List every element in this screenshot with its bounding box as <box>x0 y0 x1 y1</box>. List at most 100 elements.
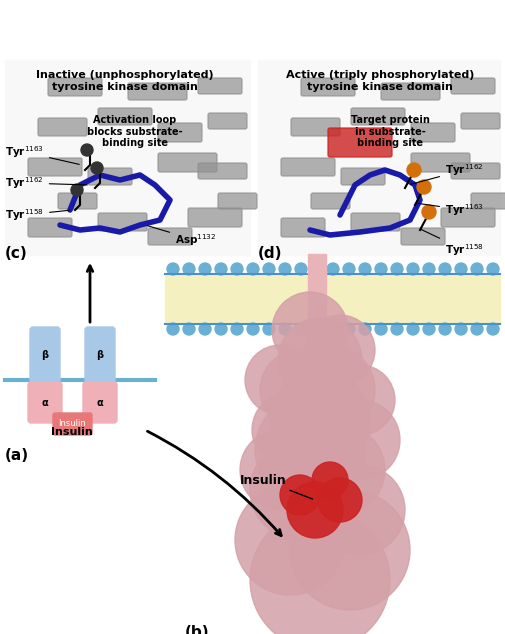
Circle shape <box>325 365 395 435</box>
Circle shape <box>285 345 375 435</box>
FancyBboxPatch shape <box>441 208 495 227</box>
Text: Active (triply phosphorylated)
tyrosine kinase domain: Active (triply phosphorylated) tyrosine … <box>286 70 474 93</box>
Bar <box>308 254 326 344</box>
Circle shape <box>91 162 103 174</box>
FancyBboxPatch shape <box>48 78 102 96</box>
Text: Inactive (unphosphorylated)
tyrosine kinase domain: Inactive (unphosphorylated) tyrosine kin… <box>36 70 214 93</box>
Circle shape <box>231 323 243 335</box>
Circle shape <box>439 263 451 275</box>
FancyBboxPatch shape <box>158 153 217 172</box>
Text: Tyr$^{1162}$: Tyr$^{1162}$ <box>411 162 484 184</box>
Circle shape <box>255 395 365 505</box>
Circle shape <box>231 263 243 275</box>
FancyBboxPatch shape <box>148 228 192 245</box>
Text: Activation loop
blocks substrate-
binding site: Activation loop blocks substrate- bindin… <box>87 115 183 148</box>
Circle shape <box>423 323 435 335</box>
Circle shape <box>471 263 483 275</box>
Circle shape <box>318 478 362 522</box>
Circle shape <box>167 323 179 335</box>
Text: Insulin: Insulin <box>51 427 93 437</box>
FancyBboxPatch shape <box>401 228 445 245</box>
Text: Tyr$^{1158}$: Tyr$^{1158}$ <box>5 207 69 223</box>
Circle shape <box>343 323 355 335</box>
Circle shape <box>215 263 227 275</box>
Text: Asp$^{1132}$: Asp$^{1132}$ <box>147 226 217 248</box>
Circle shape <box>305 315 375 385</box>
FancyBboxPatch shape <box>451 78 495 94</box>
Circle shape <box>245 345 315 415</box>
FancyBboxPatch shape <box>128 83 187 100</box>
FancyBboxPatch shape <box>198 163 247 179</box>
Circle shape <box>487 263 499 275</box>
FancyBboxPatch shape <box>471 193 505 209</box>
FancyBboxPatch shape <box>28 158 82 176</box>
Circle shape <box>375 263 387 275</box>
Circle shape <box>235 485 345 595</box>
Text: Tyr$^{1158}$: Tyr$^{1158}$ <box>421 229 484 258</box>
FancyBboxPatch shape <box>218 193 257 209</box>
Circle shape <box>279 263 291 275</box>
Circle shape <box>287 482 343 538</box>
Circle shape <box>439 323 451 335</box>
FancyBboxPatch shape <box>301 78 355 96</box>
Circle shape <box>215 323 227 335</box>
Text: Tyr$^{1163}$: Tyr$^{1163}$ <box>5 144 79 164</box>
Circle shape <box>247 323 259 335</box>
FancyBboxPatch shape <box>85 327 115 383</box>
FancyBboxPatch shape <box>58 193 97 209</box>
Text: (d): (d) <box>258 246 282 261</box>
FancyBboxPatch shape <box>411 153 470 172</box>
Circle shape <box>407 323 419 335</box>
Text: Tyr$^{1162}$: Tyr$^{1162}$ <box>5 175 87 191</box>
Circle shape <box>423 263 435 275</box>
Circle shape <box>315 465 405 555</box>
Circle shape <box>422 205 436 219</box>
Circle shape <box>278 318 362 402</box>
FancyBboxPatch shape <box>98 108 152 125</box>
Text: α: α <box>96 398 104 408</box>
Circle shape <box>240 430 320 510</box>
Circle shape <box>295 425 385 515</box>
Text: Target protein
in substrate-
binding site: Target protein in substrate- binding sit… <box>350 115 429 148</box>
FancyBboxPatch shape <box>281 218 325 237</box>
FancyBboxPatch shape <box>208 113 247 129</box>
FancyBboxPatch shape <box>328 128 392 157</box>
Circle shape <box>183 323 195 335</box>
Circle shape <box>260 350 340 430</box>
Text: Insulin: Insulin <box>58 420 86 429</box>
Circle shape <box>199 263 211 275</box>
Circle shape <box>455 323 467 335</box>
Text: (b): (b) <box>185 625 210 634</box>
Circle shape <box>167 263 179 275</box>
Circle shape <box>252 392 328 468</box>
Circle shape <box>270 370 370 470</box>
FancyBboxPatch shape <box>28 218 72 237</box>
Circle shape <box>417 180 431 194</box>
Circle shape <box>391 323 403 335</box>
FancyBboxPatch shape <box>28 382 62 423</box>
Circle shape <box>320 400 400 480</box>
Circle shape <box>295 323 307 335</box>
Circle shape <box>263 323 275 335</box>
FancyBboxPatch shape <box>53 413 92 435</box>
FancyBboxPatch shape <box>351 213 400 231</box>
FancyBboxPatch shape <box>158 123 202 142</box>
Circle shape <box>455 263 467 275</box>
FancyBboxPatch shape <box>38 118 87 136</box>
Circle shape <box>375 323 387 335</box>
Text: (a): (a) <box>5 448 29 463</box>
Circle shape <box>327 263 339 275</box>
FancyBboxPatch shape <box>461 113 500 129</box>
Bar <box>165 274 500 324</box>
FancyBboxPatch shape <box>311 193 350 209</box>
Circle shape <box>272 292 348 368</box>
Circle shape <box>183 263 195 275</box>
FancyBboxPatch shape <box>381 83 440 100</box>
FancyBboxPatch shape <box>341 168 385 185</box>
Circle shape <box>279 323 291 335</box>
Text: (c): (c) <box>5 246 28 261</box>
Circle shape <box>290 490 410 610</box>
Circle shape <box>343 263 355 275</box>
Circle shape <box>312 462 348 498</box>
FancyBboxPatch shape <box>291 118 340 136</box>
